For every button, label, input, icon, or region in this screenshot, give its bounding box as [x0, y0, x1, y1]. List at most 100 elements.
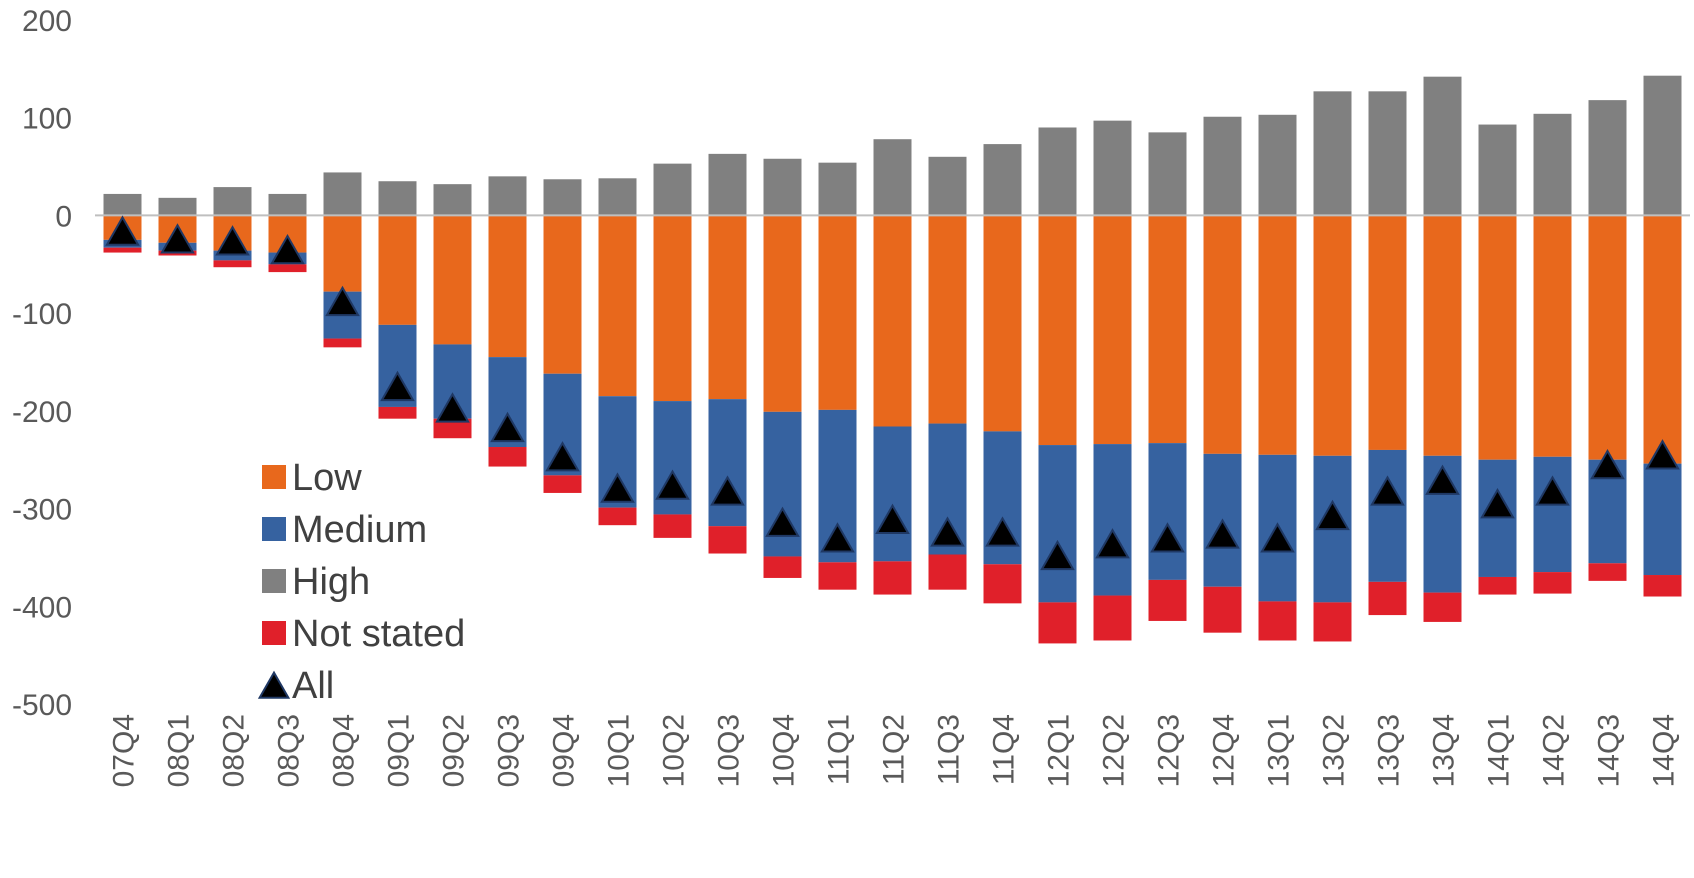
bar-medium: [1533, 456, 1572, 573]
bar-high: [763, 158, 802, 216]
bar-not-stated: [598, 507, 637, 526]
bar-not-stated: [983, 564, 1022, 604]
marker-all: [105, 215, 140, 246]
x-tick-label: 13Q1: [1263, 714, 1296, 787]
bar-high: [158, 197, 197, 216]
bar-high: [378, 181, 417, 216]
marker-all: [930, 516, 965, 547]
bar-high: [433, 184, 472, 216]
bar-medium: [1038, 445, 1077, 603]
bar-low: [488, 215, 527, 358]
marker-all: [1260, 522, 1295, 553]
bars: [103, 75, 1682, 644]
marker-all: [1425, 464, 1460, 495]
marker-all: [1095, 528, 1130, 559]
bar-high: [1038, 127, 1077, 216]
bar-high: [598, 178, 637, 216]
bar-not-stated: [378, 406, 417, 419]
bar-not-stated: [1478, 576, 1517, 595]
x-tick-label: 08Q1: [163, 714, 196, 787]
marker-all: [1205, 518, 1240, 549]
bar-high: [873, 139, 912, 216]
bar-low: [433, 215, 472, 345]
marker-all: [1150, 522, 1185, 553]
marker-all: [1315, 499, 1350, 531]
bar-low: [1588, 215, 1627, 460]
bar-not-stated: [1313, 602, 1352, 642]
marker-all: [1535, 475, 1570, 506]
x-tick-label: 13Q4: [1428, 714, 1461, 787]
bar-high: [1643, 75, 1682, 216]
marker-all: [1645, 439, 1680, 470]
bar-medium: [213, 250, 252, 261]
x-tick-label: 14Q1: [1483, 714, 1516, 787]
bar-not-stated: [653, 514, 692, 538]
x-tick-label: 09Q4: [548, 714, 581, 787]
y-tick-label: -300: [12, 494, 72, 527]
marker-all: [1480, 488, 1515, 519]
bar-high: [983, 144, 1022, 216]
legend-swatch-high: [262, 569, 286, 593]
marker-all: [270, 233, 305, 265]
bar-low: [1313, 215, 1352, 456]
marker-all: [490, 411, 525, 443]
bar-high: [268, 193, 307, 216]
bar-high: [708, 153, 747, 216]
marker-all: [820, 522, 855, 553]
bar-high: [323, 172, 362, 216]
bar-low: [1478, 215, 1517, 460]
bar-low: [1148, 215, 1187, 444]
y-tick-label: 100: [22, 103, 72, 136]
x-tick-label: 10Q1: [603, 714, 636, 787]
bar-high: [1478, 124, 1517, 216]
x-tick-label: 12Q2: [1098, 714, 1131, 787]
bar-low: [1203, 215, 1242, 454]
bar-low: [1093, 215, 1132, 445]
bar-low: [818, 215, 857, 410]
x-tick-label: 11Q2: [878, 714, 911, 785]
bar-not-stated: [763, 556, 802, 578]
bar-low: [378, 215, 417, 325]
x-tick-label: 14Q2: [1538, 714, 1571, 787]
bar-not-stated: [1423, 592, 1462, 622]
bar-not-stated: [1588, 563, 1627, 581]
markers-all: [105, 215, 1680, 571]
bar-not-stated: [818, 562, 857, 590]
bar-not-stated: [323, 338, 362, 348]
bar-high: [1258, 114, 1297, 216]
x-tick-label: 08Q2: [218, 714, 251, 787]
bar-low: [598, 215, 637, 397]
marker-all: [710, 475, 745, 506]
bar-low: [653, 215, 692, 402]
x-tick-label: 13Q3: [1373, 714, 1406, 787]
legend-swatch-low: [262, 465, 286, 489]
x-tick-label: 09Q1: [383, 714, 416, 787]
bar-not-stated: [213, 260, 252, 268]
bar-medium: [708, 399, 747, 527]
bar-low: [763, 215, 802, 412]
bar-high: [213, 187, 252, 216]
legend-swatch-all: [257, 670, 291, 699]
bar-high: [1588, 100, 1627, 216]
bar-medium: [1148, 443, 1187, 580]
x-tick-label: 12Q1: [1043, 714, 1076, 787]
marker-all: [655, 469, 690, 500]
legend: Low Medium High Not stated All: [257, 457, 465, 707]
y-tick-label: -400: [12, 591, 72, 624]
marker-all: [325, 285, 360, 317]
bar-not-stated: [1258, 601, 1297, 641]
bar-medium: [1368, 449, 1407, 582]
bar-low: [873, 215, 912, 427]
x-tick-label: 11Q4: [988, 714, 1021, 785]
marker-all: [1370, 475, 1405, 506]
bar-not-stated: [1038, 602, 1077, 644]
bar-medium: [1478, 459, 1517, 577]
bar-not-stated: [268, 264, 307, 273]
x-tick-label: 09Q3: [493, 714, 526, 787]
marker-all: [600, 472, 635, 503]
bar-medium: [873, 426, 912, 562]
y-tick-label: -200: [12, 396, 72, 429]
bar-not-stated: [103, 247, 142, 253]
marker-all: [545, 441, 580, 472]
